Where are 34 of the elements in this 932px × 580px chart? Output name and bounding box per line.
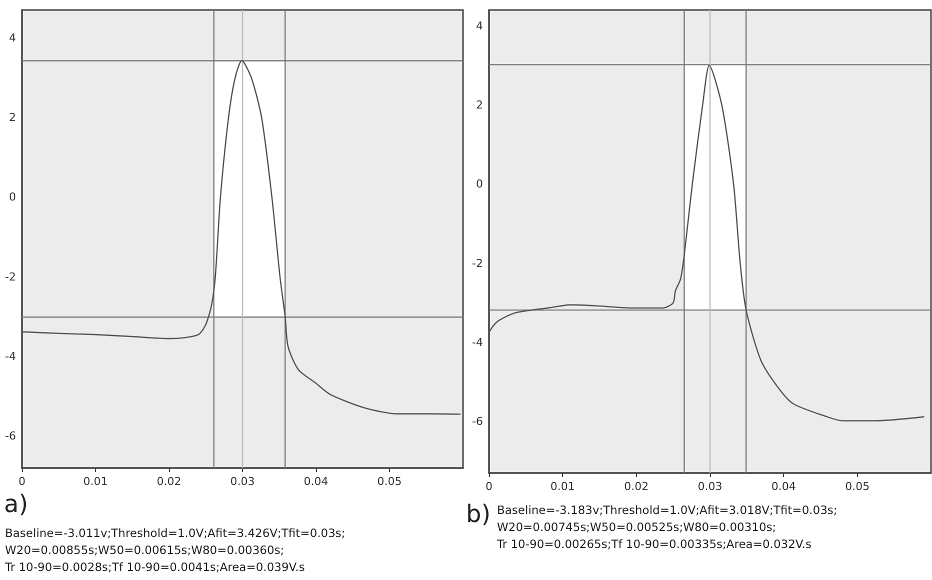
y-tick-label: -6 [472, 415, 483, 428]
text: b) [466, 500, 491, 528]
text: Baseline=-3.011v;Threshold=1.0V;Afit=3.426V;Tfit=0.03s; [5, 525, 346, 542]
x-tick-label: 0.05 [845, 480, 870, 493]
x-tick-label: 0.01 [83, 475, 108, 488]
x-tick-label: 0.03 [698, 480, 722, 493]
y-tick-label: -4 [5, 350, 16, 363]
x-tick-label: 0.03 [230, 475, 255, 488]
text: Baseline=-3.183v;Threshold=1.0V;Afit=3.018V;Tfit=0.03s; [497, 502, 838, 519]
y-tick-label: 0 [9, 190, 16, 204]
x-tick-label: 0.04 [771, 480, 796, 493]
y-tick-label: 2 [9, 111, 16, 124]
x-tick-label: 0.01 [550, 480, 575, 493]
y-tick-label: 0 [476, 178, 483, 191]
line-series [488, 64, 924, 422]
x-tick-label: 0.02 [624, 480, 649, 493]
text: Tr 10-90=0.0028s;Tf 10-90=0.0041s;Area=0.039V.s [5, 559, 306, 576]
x-tick-label: 0 [486, 480, 492, 493]
y-tick-label: -2 [5, 270, 16, 284]
y-tick-label: -2 [472, 256, 483, 270]
y-tick-label: 4 [476, 19, 483, 32]
x-tick-label: 0.02 [156, 475, 182, 488]
text: Tr 10-90=0.00265s;Tf 10-90=0.00335s;Area=0.032V.s [497, 536, 812, 553]
text: a) [4, 490, 28, 518]
x-tick-label: 0 [18, 475, 26, 488]
y-tick-label: 4 [9, 31, 16, 44]
text: W20=0.00745s;W50=0.00525s;W80=0.00310s; [497, 519, 778, 536]
x-tick-label: 0.04 [304, 475, 328, 488]
x-tick-label: 0.05 [377, 475, 402, 488]
text: W20=0.00855s;W50=0.00615s;W80=0.00360s; [5, 542, 286, 559]
y-tick-label: -6 [5, 430, 16, 443]
y-tick-label: -4 [472, 336, 483, 349]
y-tick-label: 2 [476, 98, 483, 112]
line-series [21, 60, 461, 415]
